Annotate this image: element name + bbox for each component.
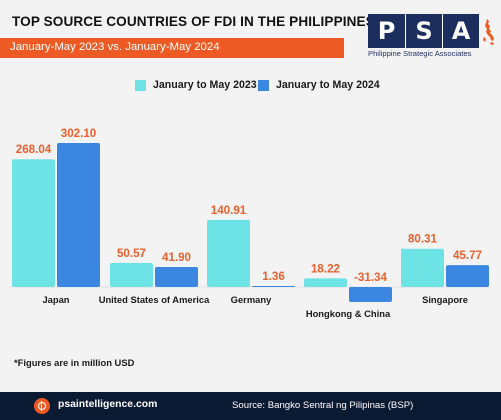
data-label-hongkong-china-2024: -31.34 bbox=[354, 271, 387, 284]
legend-swatch-2024 bbox=[258, 79, 269, 91]
category-label-japan: Japan bbox=[42, 294, 69, 305]
bar-hongkong-china-2023 bbox=[304, 278, 347, 287]
legend-item-2023: January to May 2023 bbox=[135, 79, 257, 91]
bar-japan-2024 bbox=[57, 143, 100, 287]
page-title: TOP SOURCE COUNTRIES OF FDI IN THE PHILI… bbox=[12, 14, 375, 29]
data-label-singapore-2023: 80.31 bbox=[408, 233, 438, 246]
bar-germany-2023 bbox=[207, 219, 250, 287]
data-label-germany-2024: 1.36 bbox=[262, 270, 285, 283]
legend-label-2024: January to May 2024 bbox=[276, 79, 380, 91]
psa-logo: P S A Philippine Strategic Associates bbox=[368, 14, 498, 60]
footer-source: Source: Bangko Sentral ng Pilipinas (BSP… bbox=[232, 400, 414, 411]
data-label-japan-2023: 268.04 bbox=[16, 143, 52, 156]
logo-name: Philippine Strategic Associates bbox=[368, 49, 472, 58]
subtitle-bar: January-May 2023 vs. January-May 2024 bbox=[0, 38, 344, 58]
category-label-singapore: Singapore bbox=[422, 294, 468, 305]
logo-lettermark: P S A bbox=[368, 14, 479, 48]
bar-united-states-of-america-2024 bbox=[155, 267, 198, 287]
logo-letter-p: P bbox=[368, 14, 405, 48]
bar-singapore-2023 bbox=[401, 248, 444, 287]
footer-website[interactable]: psaintelligence.com bbox=[58, 399, 158, 410]
data-label-japan-2024: 302.10 bbox=[61, 127, 96, 140]
data-label-singapore-2024: 45.77 bbox=[453, 249, 482, 262]
bar-united-states-of-america-2023 bbox=[110, 262, 153, 287]
globe-icon bbox=[34, 398, 50, 414]
legend: January to May 2023 January to May 2024 bbox=[0, 79, 501, 95]
bar-chart: 268.04 302.10 Japan 50.57 41.90 United States… bbox=[10, 127, 490, 319]
bar-germany-2024 bbox=[252, 286, 295, 287]
page-subtitle: January-May 2023 vs. January-May 2024 bbox=[10, 41, 220, 53]
footnote: *Figures are in million USD bbox=[14, 357, 135, 368]
logo-letter-a: A bbox=[442, 14, 479, 48]
bar-japan-2023 bbox=[12, 159, 55, 287]
data-label-united-states-of-america-2023: 50.57 bbox=[117, 247, 146, 260]
category-label-united-states-of-america: United States of America bbox=[99, 294, 210, 305]
category-label-germany: Germany bbox=[231, 294, 272, 305]
legend-swatch-2023 bbox=[135, 79, 146, 91]
footer-bar: psaintelligence.com Source: Bangko Sentr… bbox=[0, 392, 501, 420]
category-label-hongkong-china: Hongkong & China bbox=[306, 308, 391, 319]
logo-letter-s: S bbox=[405, 14, 442, 48]
data-label-united-states-of-america-2024: 41.90 bbox=[162, 251, 191, 264]
bar-singapore-2024 bbox=[446, 265, 489, 287]
data-label-hongkong-china-2023: 18.22 bbox=[311, 262, 340, 275]
philippines-map-icon bbox=[483, 19, 494, 45]
bar-hongkong-china-2024 bbox=[349, 287, 392, 302]
legend-item-2024: January to May 2024 bbox=[258, 79, 380, 91]
data-label-germany-2023: 140.91 bbox=[211, 204, 247, 217]
legend-label-2023: January to May 2023 bbox=[153, 79, 257, 91]
